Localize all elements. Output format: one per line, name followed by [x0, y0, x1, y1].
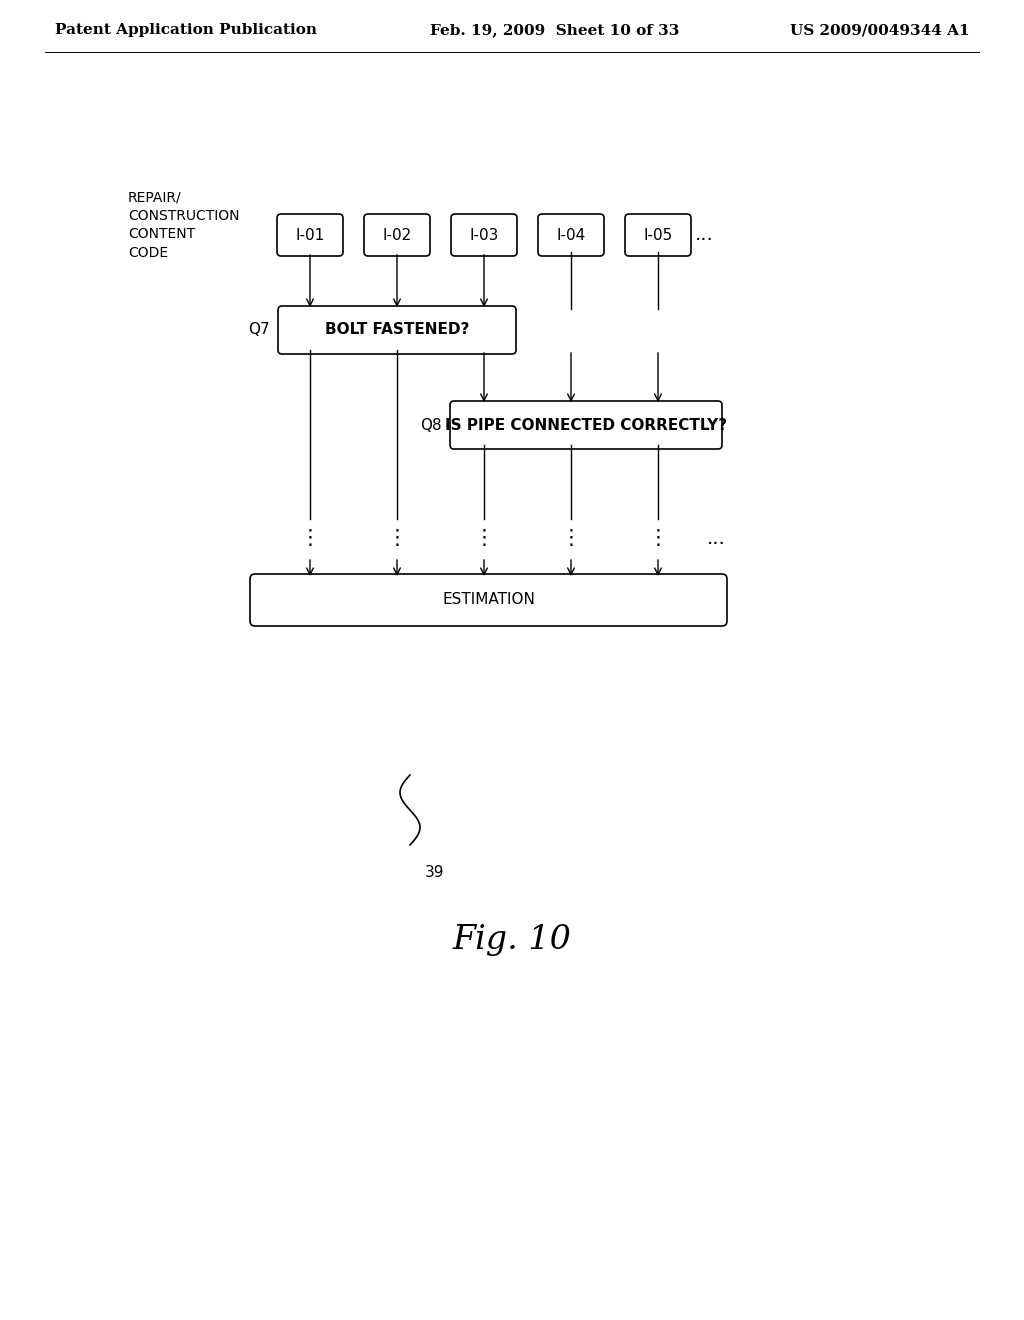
FancyBboxPatch shape [451, 214, 517, 256]
Text: Patent Application Publication: Patent Application Publication [55, 22, 317, 37]
FancyBboxPatch shape [278, 214, 343, 256]
Text: I-05: I-05 [643, 227, 673, 243]
Text: I-04: I-04 [556, 227, 586, 243]
Text: Q7: Q7 [249, 322, 270, 338]
Text: Fig. 10: Fig. 10 [453, 924, 571, 956]
Text: ⋮: ⋮ [300, 528, 321, 548]
FancyBboxPatch shape [625, 214, 691, 256]
FancyBboxPatch shape [364, 214, 430, 256]
FancyBboxPatch shape [450, 401, 722, 449]
Text: Feb. 19, 2009  Sheet 10 of 33: Feb. 19, 2009 Sheet 10 of 33 [430, 22, 679, 37]
Text: ⋮: ⋮ [473, 528, 495, 548]
Text: Q8: Q8 [421, 417, 442, 433]
Text: 39: 39 [425, 865, 444, 880]
FancyBboxPatch shape [278, 306, 516, 354]
Text: ...: ... [695, 226, 714, 244]
Text: ...: ... [707, 528, 726, 548]
Text: ESTIMATION: ESTIMATION [442, 593, 535, 607]
Text: IS PIPE CONNECTED CORRECTLY?: IS PIPE CONNECTED CORRECTLY? [445, 417, 727, 433]
Text: ⋮: ⋮ [647, 528, 669, 548]
Text: ⋮: ⋮ [387, 528, 408, 548]
FancyBboxPatch shape [250, 574, 727, 626]
Text: US 2009/0049344 A1: US 2009/0049344 A1 [791, 22, 970, 37]
Text: I-01: I-01 [295, 227, 325, 243]
Text: I-02: I-02 [382, 227, 412, 243]
Text: REPAIR/
CONSTRUCTION
CONTENT
CODE: REPAIR/ CONSTRUCTION CONTENT CODE [128, 190, 240, 260]
Text: I-03: I-03 [469, 227, 499, 243]
Text: BOLT FASTENED?: BOLT FASTENED? [325, 322, 469, 338]
Text: ⋮: ⋮ [560, 528, 582, 548]
FancyBboxPatch shape [538, 214, 604, 256]
